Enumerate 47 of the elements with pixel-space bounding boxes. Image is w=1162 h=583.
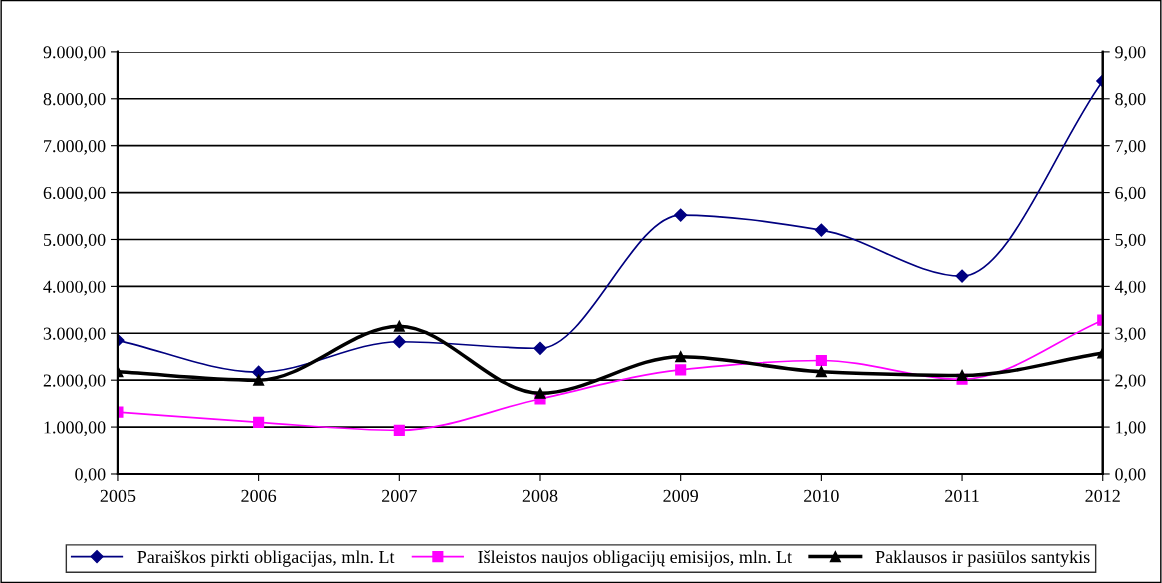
x-tick-label: 2007 (382, 489, 417, 502)
point (253, 416, 265, 428)
y-tick-label: 1.000,00 (44, 421, 106, 437)
y2-tick-label: 1,00 (1116, 421, 1146, 437)
point (815, 366, 827, 378)
point (814, 223, 828, 237)
legend-label: Išleistos naujos obligacijų emisijos, mln. Lt (478, 550, 792, 567)
point (674, 208, 688, 222)
point (392, 335, 406, 349)
point (955, 269, 969, 283)
point (534, 387, 546, 399)
y-tick-label: 0,00 (75, 468, 106, 484)
y2-tick-label: 8,00 (1115, 93, 1146, 108)
y2-tick-label: 9,00 (1115, 46, 1146, 61)
point (533, 341, 547, 355)
x-tick-label: 2010 (804, 489, 839, 502)
y2-tick-label: 5,00 (1115, 233, 1146, 249)
y-tick-label: 9.000,00 (43, 46, 106, 61)
y-tick-label: 8.000,00 (43, 93, 106, 108)
point (393, 320, 405, 332)
y2-tick-label: 7,00 (1115, 139, 1146, 155)
y-tick-label: 7.000,00 (44, 139, 106, 155)
y2-tick-label: 3,00 (1115, 327, 1146, 343)
y-tick-label: 6.000,00 (43, 186, 106, 202)
x-tick-label: 2005 (100, 489, 136, 502)
y2-tick-label: 6,00 (1115, 186, 1146, 202)
y-tick-label: 5.000,00 (43, 233, 106, 249)
point (956, 369, 968, 382)
point (675, 364, 687, 376)
x-tick-label: 2011 (945, 489, 979, 502)
x-tick-label: 2006 (241, 489, 277, 502)
y2-tick-label: 2,00 (1115, 374, 1146, 390)
x-tick-label: 2009 (663, 489, 698, 502)
x-tick-label: 2012 (1085, 489, 1120, 502)
point (393, 424, 405, 436)
y-tick-label: 3.000,00 (43, 327, 106, 343)
y2-tick-label: 4,00 (1114, 280, 1146, 296)
legend-label: Paraiškos pirkti obligacijas, mln. Lt (137, 550, 395, 567)
point (675, 351, 687, 363)
legend-label: Paklausos ir pasiūlos santykis (875, 550, 1090, 567)
point (253, 374, 265, 386)
point (815, 354, 827, 367)
y2-tick-label: 0,00 (1115, 468, 1146, 484)
y-tick-label: 2.000,00 (43, 374, 106, 390)
y-tick-label: 4.000,00 (43, 280, 106, 296)
x-tick-label: 2008 (522, 489, 558, 502)
point (252, 365, 266, 379)
